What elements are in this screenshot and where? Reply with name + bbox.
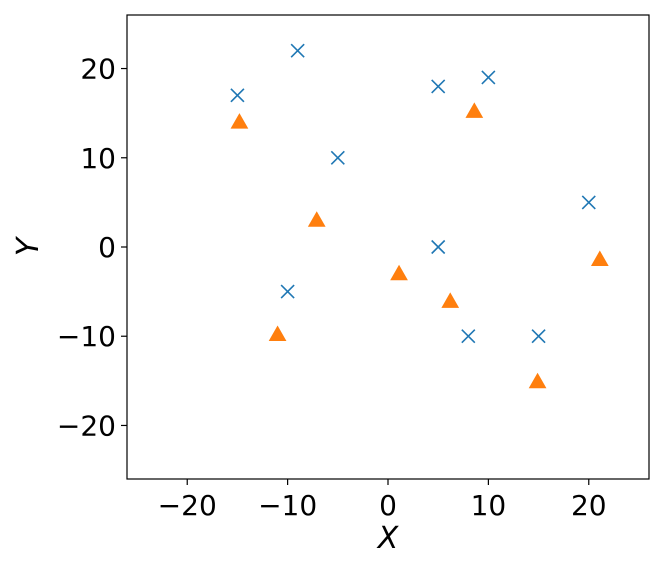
x-marker-point (431, 79, 446, 94)
triangle-marker-point (441, 292, 460, 308)
x-tick-label: −20 (158, 489, 217, 522)
plot-area (126, 14, 650, 480)
x-axis: −20 −10 0 10 20 (158, 479, 607, 522)
x-axis-label: X (376, 521, 400, 556)
x-marker-point (290, 43, 305, 58)
data-markers (230, 43, 609, 389)
x-marker-point (531, 329, 546, 344)
x-tick-label: −10 (258, 489, 317, 522)
x-marker-point (330, 150, 345, 165)
triangle-marker-point (390, 264, 408, 281)
y-tick-label: −10 (57, 320, 116, 353)
triangle-marker-point (230, 113, 249, 129)
triangle-marker-point (528, 372, 547, 389)
y-axis-label: Y (11, 235, 46, 256)
y-tick-label: 20 (80, 53, 116, 86)
x-marker-point (481, 70, 496, 85)
x-marker-point (431, 239, 446, 255)
triangle-marker-point (268, 325, 287, 341)
triangle-marker-point (465, 102, 484, 118)
y-tick-label: 0 (98, 231, 116, 264)
triangle-marker-point (590, 250, 609, 266)
x-marker-point (581, 195, 596, 210)
y-axis: −20 −10 0 10 20 (57, 53, 127, 442)
x-tick-label: 10 (471, 489, 507, 522)
x-marker-point (461, 329, 476, 344)
y-tick-label: 10 (80, 142, 116, 175)
x-marker-point (230, 88, 245, 103)
x-tick-label: 0 (379, 489, 397, 522)
x-tick-label: 20 (571, 489, 607, 522)
triangle-marker-point (307, 211, 326, 227)
x-marker-point (280, 284, 295, 299)
y-tick-label: −20 (57, 409, 116, 442)
